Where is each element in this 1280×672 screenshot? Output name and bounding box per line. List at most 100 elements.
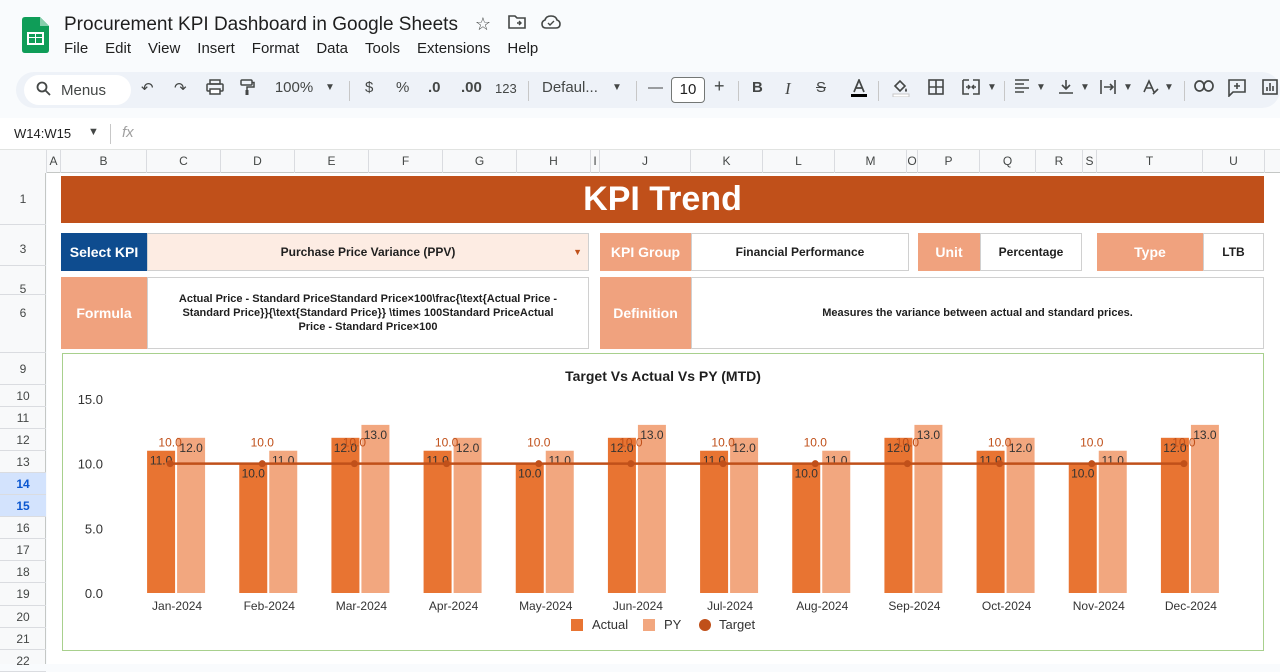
increase-font-size-button[interactable]: + [714, 76, 725, 96]
menu-help[interactable]: Help [507, 40, 539, 57]
menu-edit[interactable]: Edit [105, 40, 132, 57]
data-label-target: 10.0 [619, 436, 643, 450]
document-title[interactable]: Procurement KPI Dashboard in Google Shee… [64, 14, 458, 35]
zoom-dropdown-icon[interactable]: ▼ [325, 82, 335, 93]
row-header-16[interactable]: 16 [0, 517, 46, 539]
row-header-6[interactable]: 6 [0, 295, 46, 353]
menu-insert[interactable]: Insert [197, 40, 235, 57]
column-header-d[interactable]: D [221, 150, 295, 173]
redo-icon[interactable]: ↷ [174, 80, 187, 97]
column-header-a[interactable]: A [47, 150, 61, 173]
row-header-15[interactable]: 15 [0, 495, 46, 517]
menu-extensions[interactable]: Extensions [417, 40, 491, 57]
column-header-u[interactable]: U [1203, 150, 1265, 173]
select-kpi-dropdown[interactable]: Purchase Price Variance (PPV) ▼ [147, 233, 589, 271]
column-header-t[interactable]: T [1097, 150, 1203, 173]
menu-format[interactable]: Format [251, 40, 300, 57]
text-color-button[interactable] [850, 77, 868, 101]
target-point [350, 460, 358, 468]
row-header-13[interactable]: 13 [0, 451, 46, 473]
row-header-17[interactable]: 17 [0, 539, 46, 561]
menu-view[interactable]: View [148, 40, 181, 57]
insert-chart-icon[interactable] [1262, 79, 1278, 99]
name-box[interactable]: W14:W15 [14, 126, 72, 141]
kpi-dropdown-arrow-icon[interactable]: ▼ [573, 247, 582, 257]
row-header-14[interactable]: 14 [0, 473, 46, 495]
percent-format-button[interactable]: % [396, 79, 410, 96]
menu-data[interactable]: Data [316, 40, 348, 57]
row-header-19[interactable]: 19 [0, 583, 46, 606]
column-header-c[interactable]: C [147, 150, 221, 173]
paint-format-icon[interactable] [239, 79, 255, 100]
print-icon[interactable] [206, 79, 224, 99]
row-header-3[interactable]: 3 [0, 225, 46, 266]
borders-icon[interactable] [928, 79, 944, 99]
currency-format-button[interactable]: $ [365, 79, 374, 96]
row-header-18[interactable]: 18 [0, 561, 46, 583]
column-header-s[interactable]: S [1083, 150, 1097, 173]
row-header-10[interactable]: 10 [0, 385, 46, 407]
font-select[interactable]: Defaul... [542, 79, 598, 96]
x-tick-label: Jun-2024 [613, 599, 663, 613]
column-header-i[interactable]: I [591, 150, 600, 173]
data-label-target: 10.0 [804, 436, 828, 450]
column-header-h[interactable]: H [517, 150, 591, 173]
column-header-r[interactable]: R [1036, 150, 1083, 173]
column-header-f[interactable]: F [369, 150, 443, 173]
kpi-group-label: KPI Group [600, 233, 691, 271]
insert-comment-icon[interactable] [1228, 79, 1246, 101]
column-header-b[interactable]: B [61, 150, 147, 173]
merge-cells-icon[interactable] [962, 79, 980, 99]
menu-file[interactable]: File [64, 40, 89, 57]
fill-color-icon[interactable] [892, 79, 910, 101]
row-header-12[interactable]: 12 [0, 429, 46, 451]
halign-dropdown-icon[interactable]: ▼ [1036, 82, 1046, 93]
type-value: LTB [1203, 233, 1264, 271]
increase-decimal-button[interactable]: .00 [461, 79, 482, 96]
column-header-l[interactable]: L [763, 150, 835, 173]
column-header-o[interactable]: O [907, 150, 918, 173]
vertical-align-icon[interactable] [1058, 79, 1074, 99]
bold-button[interactable]: B [752, 79, 763, 96]
column-header-m[interactable]: M [835, 150, 907, 173]
sheets-logo-icon[interactable] [22, 17, 49, 53]
italic-button[interactable]: I [785, 79, 791, 98]
strikethrough-button[interactable]: S [816, 79, 827, 96]
menus-search-button[interactable]: Menus [24, 75, 131, 105]
zoom-select[interactable]: 100% [274, 79, 314, 96]
column-header-g[interactable]: G [443, 150, 517, 173]
row-header-22[interactable]: 22 [0, 650, 46, 672]
row-header-1[interactable]: 1 [0, 173, 46, 225]
text-rotation-icon[interactable] [1142, 79, 1160, 99]
undo-icon[interactable]: ↶ [141, 80, 154, 97]
row-header-11[interactable]: 11 [0, 407, 46, 429]
insert-link-icon[interactable] [1194, 79, 1214, 96]
name-box-dropdown-icon[interactable]: ▼ [88, 126, 99, 138]
merge-dropdown-icon[interactable]: ▼ [987, 82, 997, 93]
column-header-e[interactable]: E [295, 150, 369, 173]
more-formats-button[interactable]: 123 [495, 81, 517, 96]
wrap-dropdown-icon[interactable]: ▼ [1123, 82, 1133, 93]
text-wrapping-icon[interactable] [1100, 79, 1116, 99]
column-header-j[interactable]: J [600, 150, 691, 173]
row-header-21[interactable]: 21 [0, 628, 46, 650]
column-header-p[interactable]: P [918, 150, 980, 173]
decrease-font-size-button[interactable]: — [648, 79, 663, 96]
star-icon[interactable]: ☆ [474, 14, 492, 34]
column-header-q[interactable]: Q [980, 150, 1036, 173]
cloud-status-icon[interactable] [540, 14, 562, 35]
row-header-20[interactable]: 20 [0, 606, 46, 628]
select-all-corner[interactable] [0, 150, 47, 173]
valign-dropdown-icon[interactable]: ▼ [1080, 82, 1090, 93]
move-folder-icon[interactable] [506, 14, 528, 35]
menu-tools[interactable]: Tools [365, 40, 401, 57]
font-size-input[interactable]: 10 [671, 77, 705, 103]
row-header-9[interactable]: 9 [0, 353, 46, 385]
rotation-dropdown-icon[interactable]: ▼ [1164, 82, 1174, 93]
horizontal-align-icon[interactable] [1014, 79, 1030, 97]
font-dropdown-icon[interactable]: ▼ [612, 82, 622, 93]
target-vs-actual-chart[interactable]: Target Vs Actual Vs PY (MTD) 15.0 10.0 5.0 0… [62, 353, 1264, 651]
decrease-decimal-button[interactable]: .0 [428, 79, 441, 96]
row-header-5[interactable]: 5 [0, 266, 46, 296]
column-header-k[interactable]: K [691, 150, 763, 173]
